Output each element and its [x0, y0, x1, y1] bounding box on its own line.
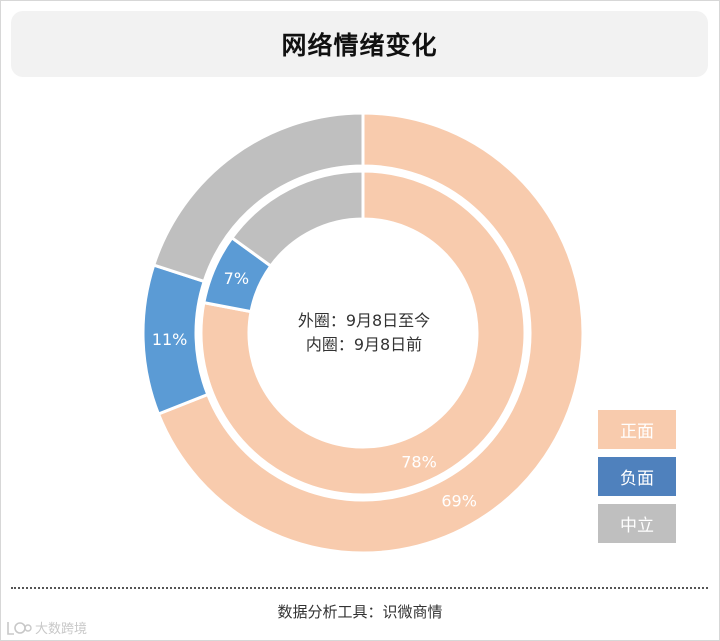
legend-item-positive: 正面	[598, 410, 676, 449]
inner-slice-2	[229, 169, 365, 269]
inner-slice-0	[199, 169, 527, 497]
source-note: 数据分析工具：识微商情	[277, 603, 443, 621]
legend-item-negative: 负面	[598, 457, 676, 496]
watermark-logo-icon	[7, 621, 32, 635]
outer-label-1: 11%	[152, 330, 188, 349]
title-bar: 网络情绪变化	[11, 11, 708, 77]
legend-label-positive: 正面	[620, 422, 654, 442]
inner-label-0: 78%	[401, 452, 437, 471]
chart-title: 网络情绪变化	[281, 31, 438, 60]
inner-label-1: 7%	[224, 269, 249, 288]
legend-item-neutral: 中立	[598, 504, 676, 543]
center-caption: 外圈：9月8日至今 内圈：9月8日前	[264, 309, 464, 357]
center-caption-outer: 外圈：9月8日至今	[297, 311, 431, 330]
center-caption-inner: 内圈：9月8日前	[305, 335, 423, 354]
watermark: 大数跨境	[6, 618, 87, 637]
outer-label-0: 69%	[441, 491, 477, 510]
legend-label-negative: 负面	[620, 469, 654, 489]
watermark-text: 大数跨境	[35, 622, 88, 637]
outer-slice-2	[151, 111, 365, 284]
footer-divider	[11, 587, 708, 589]
legend-label-neutral: 中立	[620, 516, 654, 536]
outer-slice-0	[156, 111, 585, 555]
